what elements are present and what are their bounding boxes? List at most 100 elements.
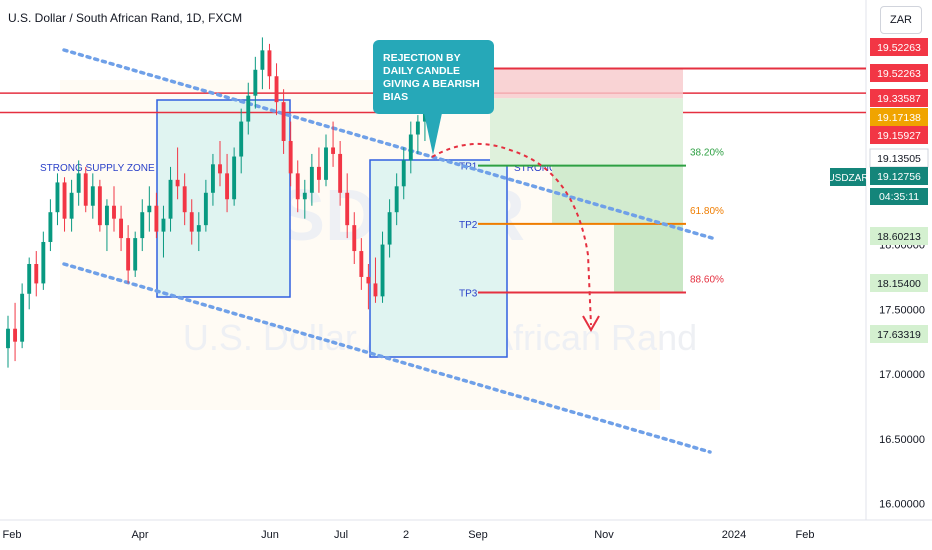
price-tag-label: 19.13505 [877, 153, 921, 165]
candle-body [168, 179, 173, 219]
reward-zone-2 [552, 165, 683, 224]
tp1-label: TP1 [459, 162, 478, 173]
y-tick-label: 17.00000 [879, 369, 925, 381]
supply-zone-label: STRONG SUPPLY ZONE [40, 163, 155, 174]
candle [175, 147, 180, 200]
candle-body [309, 166, 314, 193]
candle-body [140, 212, 145, 239]
candle [295, 160, 300, 213]
candle [62, 177, 67, 232]
candle-body [352, 225, 357, 252]
candle-body [196, 225, 201, 232]
price-tag-box [870, 89, 928, 107]
price-tag: 18.60213 [870, 227, 928, 245]
candle-body [34, 263, 39, 284]
consolidation-box-2 [369, 159, 508, 358]
candle-body [267, 50, 272, 77]
price-tag-label: 18.15400 [877, 278, 921, 290]
price-tag: 19.52263 [870, 64, 928, 82]
candle [76, 160, 81, 206]
candle [140, 199, 145, 252]
price-tag-label: 19.17138 [877, 112, 921, 124]
candle [69, 179, 74, 232]
candle [408, 121, 413, 174]
candle [48, 199, 53, 252]
candle [104, 199, 109, 252]
candle [331, 121, 336, 167]
candle-body [408, 134, 413, 161]
consolidation-box-1 [156, 99, 291, 298]
x-tick-label: Jun [261, 529, 279, 541]
candle [380, 231, 385, 303]
candle [302, 179, 307, 219]
candle-body [83, 173, 88, 206]
candle-body [239, 121, 244, 157]
candle-body [401, 160, 406, 187]
candle [281, 89, 286, 154]
price-tag: 17.63319 [870, 325, 928, 343]
chart-title: U.S. Dollar / South African Rand, 1D, FX… [8, 11, 243, 25]
candle-body [69, 192, 74, 219]
candle [218, 140, 222, 187]
candle-body [218, 164, 222, 174]
x-tick-label: Nov [594, 529, 614, 541]
candle-body [13, 328, 18, 342]
candle [189, 199, 194, 245]
price-tag-label: 19.15927 [877, 130, 921, 142]
x-tick-label: Feb [796, 529, 815, 541]
candle-body [281, 102, 286, 141]
reward-zone-1 [490, 98, 683, 166]
candle [20, 283, 25, 349]
callout-annotation: REJECTION BY DAILY CANDLE GIVING A BEARI… [373, 40, 494, 114]
countdown-label: 04:35:11 [879, 191, 919, 203]
candle-body [97, 186, 102, 226]
candle-body [154, 205, 159, 232]
price-tag-box [870, 325, 928, 343]
candle-body [147, 205, 152, 213]
candle-body [161, 218, 166, 232]
candle-body [338, 153, 343, 193]
candle [6, 315, 10, 368]
candle-body [133, 238, 138, 271]
upper-trendline [62, 48, 714, 240]
candle-body [246, 95, 251, 122]
candle-body [119, 218, 124, 239]
x-tick-label: Apr [131, 529, 148, 541]
price-tag: 19.12756 [870, 167, 928, 185]
candle-body [210, 164, 215, 193]
candle [260, 37, 265, 90]
tp2-pct-label: 61.80% [690, 206, 724, 217]
candle [154, 192, 159, 239]
price-tag: 19.52263 [870, 38, 928, 56]
candle-body [41, 241, 46, 284]
stop-loss-zone [490, 68, 683, 99]
candle [267, 43, 272, 90]
candle [27, 257, 32, 310]
price-tag: 19.13505 [869, 148, 929, 168]
candle [147, 186, 152, 232]
candle [394, 173, 399, 226]
price-tag-label: 18.60213 [877, 231, 921, 243]
candle [97, 179, 102, 232]
price-tag-label: 19.33587 [877, 93, 921, 105]
candle-body [175, 179, 180, 187]
candle-body [387, 212, 392, 245]
candle [338, 140, 343, 206]
candle [345, 173, 350, 239]
tp2-label: TP2 [459, 220, 478, 231]
candle-body [274, 76, 279, 103]
candle-body [260, 50, 265, 70]
candle-body [232, 156, 237, 200]
candle [359, 238, 364, 290]
y-tick-label: 16.50000 [879, 434, 925, 446]
currency-button[interactable]: ZAR [880, 6, 922, 34]
price-tag-box [870, 167, 928, 185]
candle-body [324, 147, 328, 180]
candle-body [90, 186, 95, 206]
candle [196, 212, 201, 252]
candle [387, 199, 392, 258]
candle-body [27, 263, 32, 294]
candle-body [189, 212, 194, 232]
candle [225, 153, 230, 213]
tp3-label: TP3 [459, 288, 478, 299]
